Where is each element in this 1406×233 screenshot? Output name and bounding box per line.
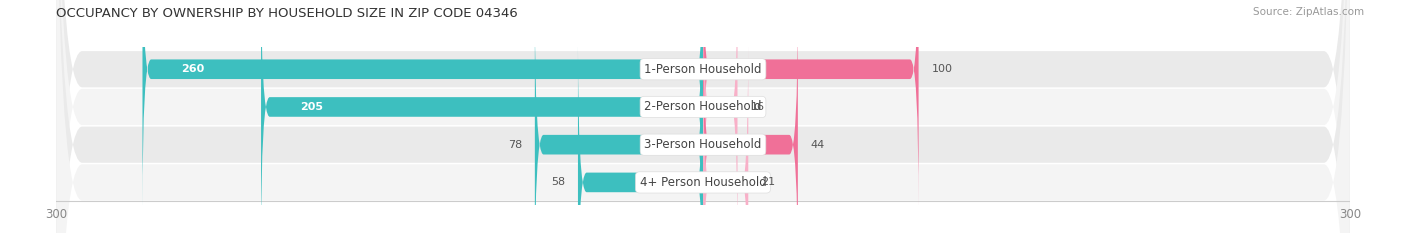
FancyBboxPatch shape: [142, 0, 703, 210]
Text: 21: 21: [761, 177, 775, 187]
Text: 44: 44: [811, 140, 825, 150]
FancyBboxPatch shape: [56, 0, 1350, 233]
FancyBboxPatch shape: [703, 41, 748, 233]
Text: 4+ Person Household: 4+ Person Household: [640, 176, 766, 189]
Text: 16: 16: [751, 102, 765, 112]
FancyBboxPatch shape: [703, 0, 918, 210]
FancyBboxPatch shape: [56, 0, 1350, 233]
Text: 58: 58: [551, 177, 565, 187]
FancyBboxPatch shape: [578, 41, 703, 233]
FancyBboxPatch shape: [703, 0, 738, 233]
Text: 100: 100: [932, 64, 952, 74]
Text: 78: 78: [508, 140, 522, 150]
FancyBboxPatch shape: [262, 0, 703, 233]
Text: 205: 205: [299, 102, 323, 112]
FancyBboxPatch shape: [56, 0, 1350, 233]
Text: OCCUPANCY BY OWNERSHIP BY HOUSEHOLD SIZE IN ZIP CODE 04346: OCCUPANCY BY OWNERSHIP BY HOUSEHOLD SIZE…: [56, 7, 517, 20]
FancyBboxPatch shape: [56, 0, 1350, 233]
Text: 260: 260: [181, 64, 204, 74]
Text: 1-Person Household: 1-Person Household: [644, 63, 762, 76]
Text: 3-Person Household: 3-Person Household: [644, 138, 762, 151]
FancyBboxPatch shape: [534, 3, 703, 233]
FancyBboxPatch shape: [703, 3, 797, 233]
Text: Source: ZipAtlas.com: Source: ZipAtlas.com: [1253, 7, 1364, 17]
Text: 2-Person Household: 2-Person Household: [644, 100, 762, 113]
